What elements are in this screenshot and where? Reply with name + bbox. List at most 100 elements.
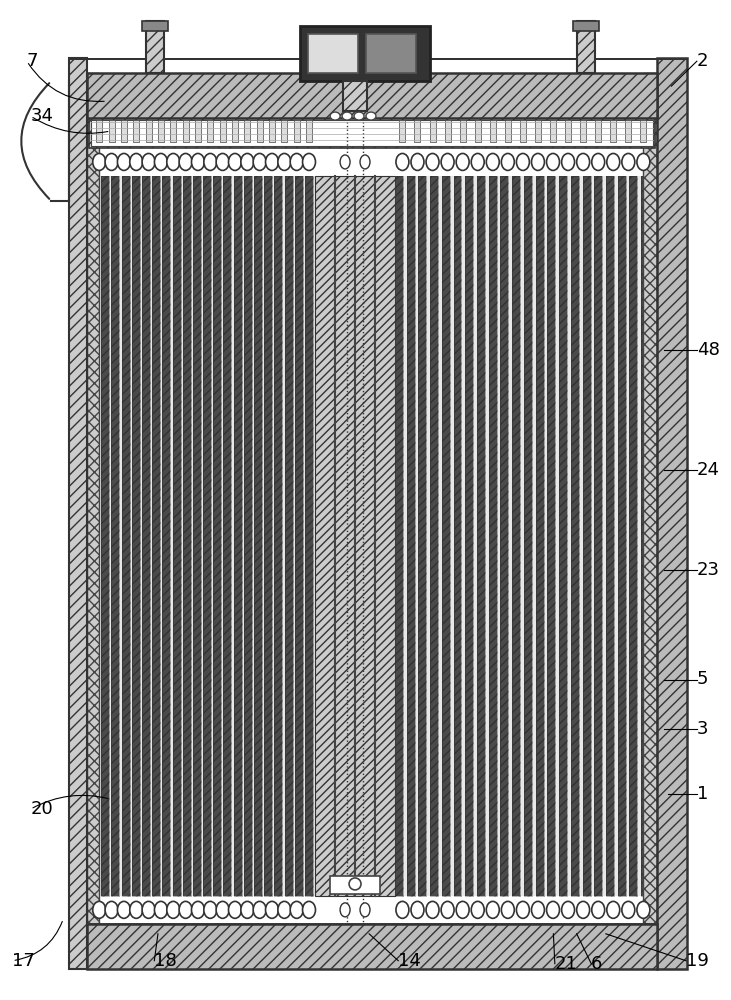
Bar bbox=[232, 926, 238, 948]
Bar bbox=[442, 176, 450, 896]
Ellipse shape bbox=[142, 153, 155, 170]
Ellipse shape bbox=[561, 901, 575, 918]
Bar bbox=[244, 176, 252, 896]
Circle shape bbox=[349, 878, 361, 890]
Bar bbox=[399, 120, 406, 142]
Ellipse shape bbox=[118, 901, 130, 918]
Bar bbox=[208, 120, 213, 142]
Bar bbox=[477, 176, 485, 896]
Bar bbox=[158, 926, 164, 948]
Bar bbox=[269, 926, 275, 948]
Ellipse shape bbox=[229, 153, 241, 170]
Bar bbox=[583, 176, 591, 896]
Ellipse shape bbox=[486, 153, 499, 170]
Text: 14: 14 bbox=[398, 952, 421, 970]
Ellipse shape bbox=[265, 153, 279, 170]
Bar bbox=[490, 120, 496, 142]
Bar bbox=[203, 176, 213, 896]
Bar bbox=[254, 176, 262, 896]
Bar bbox=[305, 176, 313, 896]
Bar bbox=[548, 176, 559, 896]
Bar bbox=[618, 176, 626, 896]
Bar bbox=[477, 176, 489, 896]
Bar bbox=[559, 176, 567, 896]
Bar bbox=[536, 176, 544, 896]
Bar bbox=[430, 176, 442, 896]
Ellipse shape bbox=[531, 901, 545, 918]
Bar bbox=[399, 926, 406, 948]
Ellipse shape bbox=[216, 901, 229, 918]
Bar bbox=[183, 176, 193, 896]
Bar bbox=[170, 120, 176, 142]
Bar bbox=[96, 926, 102, 948]
Bar bbox=[183, 926, 189, 948]
Bar bbox=[173, 176, 181, 896]
Bar bbox=[489, 176, 501, 896]
Ellipse shape bbox=[303, 153, 316, 170]
Bar bbox=[305, 176, 315, 896]
Ellipse shape bbox=[278, 153, 291, 170]
Bar bbox=[91, 176, 99, 896]
Bar bbox=[490, 926, 496, 948]
Bar bbox=[142, 176, 150, 896]
Bar bbox=[460, 926, 466, 948]
Bar bbox=[170, 926, 176, 948]
Bar bbox=[594, 176, 602, 896]
Bar bbox=[430, 176, 438, 896]
Bar bbox=[213, 176, 224, 896]
Bar bbox=[465, 176, 473, 896]
Bar bbox=[306, 120, 312, 142]
Ellipse shape bbox=[360, 903, 370, 917]
Bar bbox=[294, 926, 300, 948]
Ellipse shape bbox=[216, 153, 229, 170]
Text: 19: 19 bbox=[686, 952, 709, 970]
Bar bbox=[152, 176, 160, 896]
Bar bbox=[418, 176, 426, 896]
Ellipse shape bbox=[577, 901, 590, 918]
Bar bbox=[583, 176, 591, 896]
Ellipse shape bbox=[192, 901, 205, 918]
Bar bbox=[524, 176, 536, 896]
Bar bbox=[565, 120, 571, 142]
Bar bbox=[193, 176, 201, 896]
Bar bbox=[641, 176, 649, 896]
Bar bbox=[145, 926, 151, 948]
Bar bbox=[132, 176, 140, 896]
Bar bbox=[501, 176, 508, 896]
Bar bbox=[121, 176, 132, 896]
Ellipse shape bbox=[456, 901, 469, 918]
Ellipse shape bbox=[154, 901, 167, 918]
Bar bbox=[132, 176, 140, 896]
Ellipse shape bbox=[607, 901, 620, 918]
Bar bbox=[535, 926, 541, 948]
Bar bbox=[111, 176, 119, 896]
Text: 1: 1 bbox=[697, 785, 708, 803]
Bar bbox=[548, 176, 556, 896]
Bar bbox=[414, 120, 420, 142]
Bar bbox=[203, 176, 211, 896]
Bar bbox=[629, 176, 641, 896]
Ellipse shape bbox=[577, 153, 590, 170]
Bar bbox=[234, 176, 244, 896]
Bar bbox=[244, 120, 250, 142]
Bar bbox=[453, 176, 461, 896]
Bar bbox=[213, 176, 221, 896]
Ellipse shape bbox=[622, 901, 635, 918]
Text: 23: 23 bbox=[697, 561, 720, 579]
Bar bbox=[606, 176, 614, 896]
Bar bbox=[640, 120, 646, 142]
Bar bbox=[173, 176, 181, 896]
Ellipse shape bbox=[441, 153, 454, 170]
Bar bbox=[594, 176, 602, 896]
Bar bbox=[274, 176, 284, 896]
Bar bbox=[133, 120, 139, 142]
Bar bbox=[559, 176, 571, 896]
Text: 7: 7 bbox=[27, 52, 38, 70]
Ellipse shape bbox=[204, 153, 217, 170]
Text: 2: 2 bbox=[697, 52, 708, 70]
Bar bbox=[610, 926, 616, 948]
Bar bbox=[641, 176, 649, 896]
Bar bbox=[281, 926, 287, 948]
Bar bbox=[264, 176, 272, 896]
Bar bbox=[284, 176, 292, 896]
